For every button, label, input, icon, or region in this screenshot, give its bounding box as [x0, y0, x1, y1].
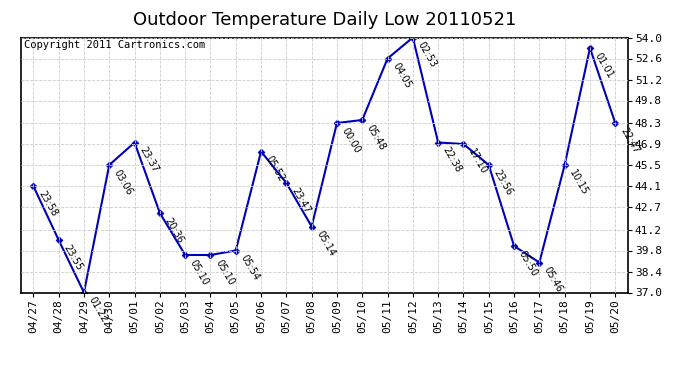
Text: 05:14: 05:14: [315, 229, 337, 258]
Text: 23:47: 23:47: [289, 186, 312, 215]
Text: 00:00: 00:00: [339, 126, 362, 155]
Text: Copyright 2011 Cartronics.com: Copyright 2011 Cartronics.com: [23, 40, 205, 50]
Text: 23:55: 23:55: [61, 243, 84, 272]
Text: 02:53: 02:53: [415, 40, 438, 69]
Text: 22:38: 22:38: [441, 145, 464, 174]
Text: 05:50: 05:50: [517, 249, 540, 278]
Text: 05:48: 05:48: [365, 123, 388, 152]
Text: 05:10: 05:10: [213, 258, 236, 287]
Text: 05:46: 05:46: [542, 265, 564, 294]
Text: 05:54: 05:54: [239, 253, 262, 282]
Text: 01:22: 01:22: [87, 295, 110, 324]
Text: Outdoor Temperature Daily Low 20110521: Outdoor Temperature Daily Low 20110521: [132, 11, 516, 29]
Text: 01:01: 01:01: [593, 51, 615, 80]
Text: 10:15: 10:15: [567, 168, 590, 197]
Text: 05:10: 05:10: [188, 258, 210, 287]
Text: 23:37: 23:37: [137, 145, 160, 174]
Text: 23:56: 23:56: [491, 168, 514, 197]
Text: 20:36: 20:36: [163, 216, 185, 245]
Text: 04:05: 04:05: [391, 61, 413, 90]
Text: 05:52: 05:52: [264, 154, 286, 184]
Text: 17:10: 17:10: [466, 147, 489, 176]
Text: 22:47: 22:47: [618, 126, 641, 155]
Text: 23:58: 23:58: [36, 189, 59, 218]
Text: 03:06: 03:06: [112, 168, 135, 197]
